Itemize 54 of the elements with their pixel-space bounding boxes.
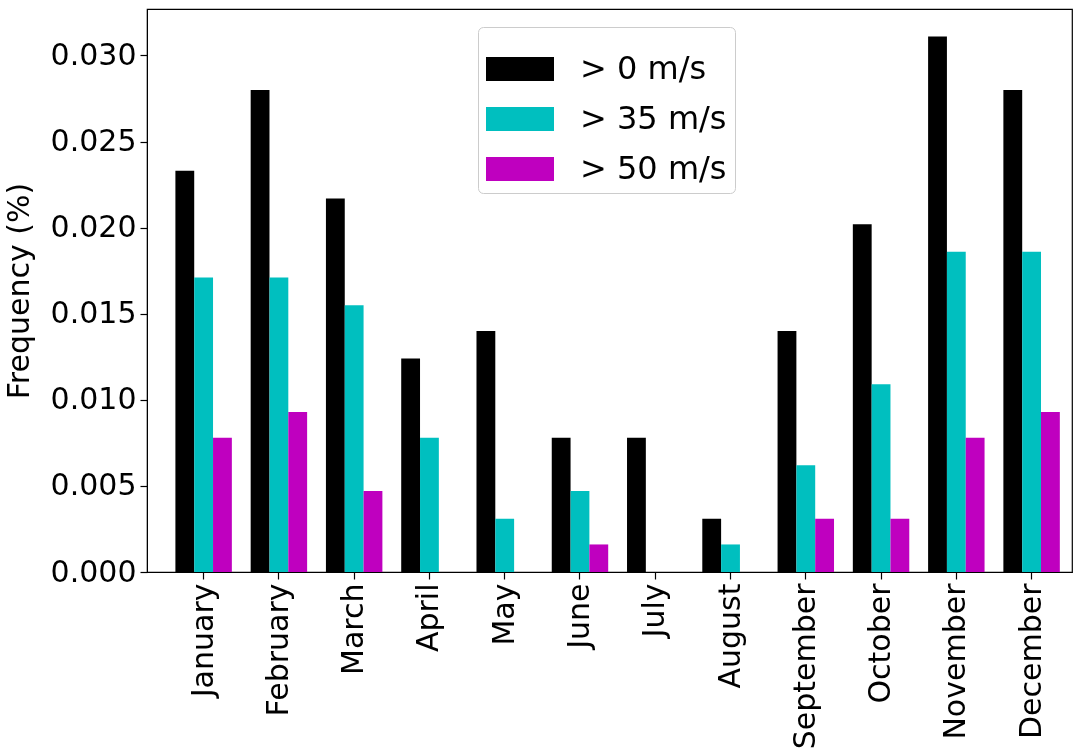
bar: [213, 437, 232, 572]
x-tick-label: January: [184, 583, 220, 700]
bar: [702, 518, 722, 572]
bar: [946, 251, 966, 572]
x-tick-label: July: [636, 583, 672, 640]
bar: [175, 170, 195, 572]
bar: [627, 437, 646, 572]
x-tick-label: September: [786, 582, 822, 750]
legend-label: > 35 m/s: [580, 99, 727, 137]
bar: [551, 437, 571, 572]
x-tick-label: December: [1012, 582, 1048, 740]
y-tick-label: 0.010: [50, 381, 137, 417]
bar: [796, 465, 816, 572]
y-tick-label: 0.005: [50, 467, 137, 503]
bar: [476, 330, 496, 572]
y-tick-label: 0.000: [50, 553, 137, 589]
x-tick-label: October: [862, 582, 898, 704]
y-tick-label: 0.015: [50, 295, 137, 331]
bar: [401, 358, 421, 572]
bar: [721, 544, 740, 572]
y-tick-label: 0.025: [50, 123, 137, 159]
y-tick-label: 0.020: [50, 209, 137, 245]
bar: [250, 89, 270, 572]
bar: [420, 437, 439, 572]
bar: [1003, 89, 1023, 572]
bar: [1041, 411, 1060, 572]
legend-label: > 0 m/s: [580, 49, 707, 87]
bar: [344, 305, 364, 572]
bar: [890, 518, 910, 572]
bar: [871, 384, 891, 572]
x-tick-label: February: [259, 583, 295, 717]
bar: [363, 491, 383, 572]
bar: [852, 224, 872, 572]
bar: [495, 518, 515, 572]
x-tick-label: June: [560, 583, 596, 651]
x-tick-label: November: [937, 582, 973, 740]
bar: [194, 277, 214, 572]
x-tick-label: May: [485, 583, 521, 646]
bar: [928, 36, 947, 572]
bar: [269, 277, 289, 572]
bar: [325, 198, 345, 572]
bar: [288, 411, 308, 572]
x-tick-label: March: [335, 583, 371, 675]
bar: [589, 544, 609, 572]
bar: [1022, 251, 1042, 572]
x-tick-label: August: [711, 583, 747, 689]
bar: [965, 437, 985, 572]
y-tick-label: 0.030: [50, 36, 137, 72]
bar: [815, 518, 835, 572]
bar: [777, 330, 797, 572]
legend-label: > 50 m/s: [580, 149, 727, 187]
y-axis-title: Frequency (%): [0, 182, 36, 400]
bar: [570, 491, 590, 572]
x-tick-label: April: [410, 583, 446, 653]
